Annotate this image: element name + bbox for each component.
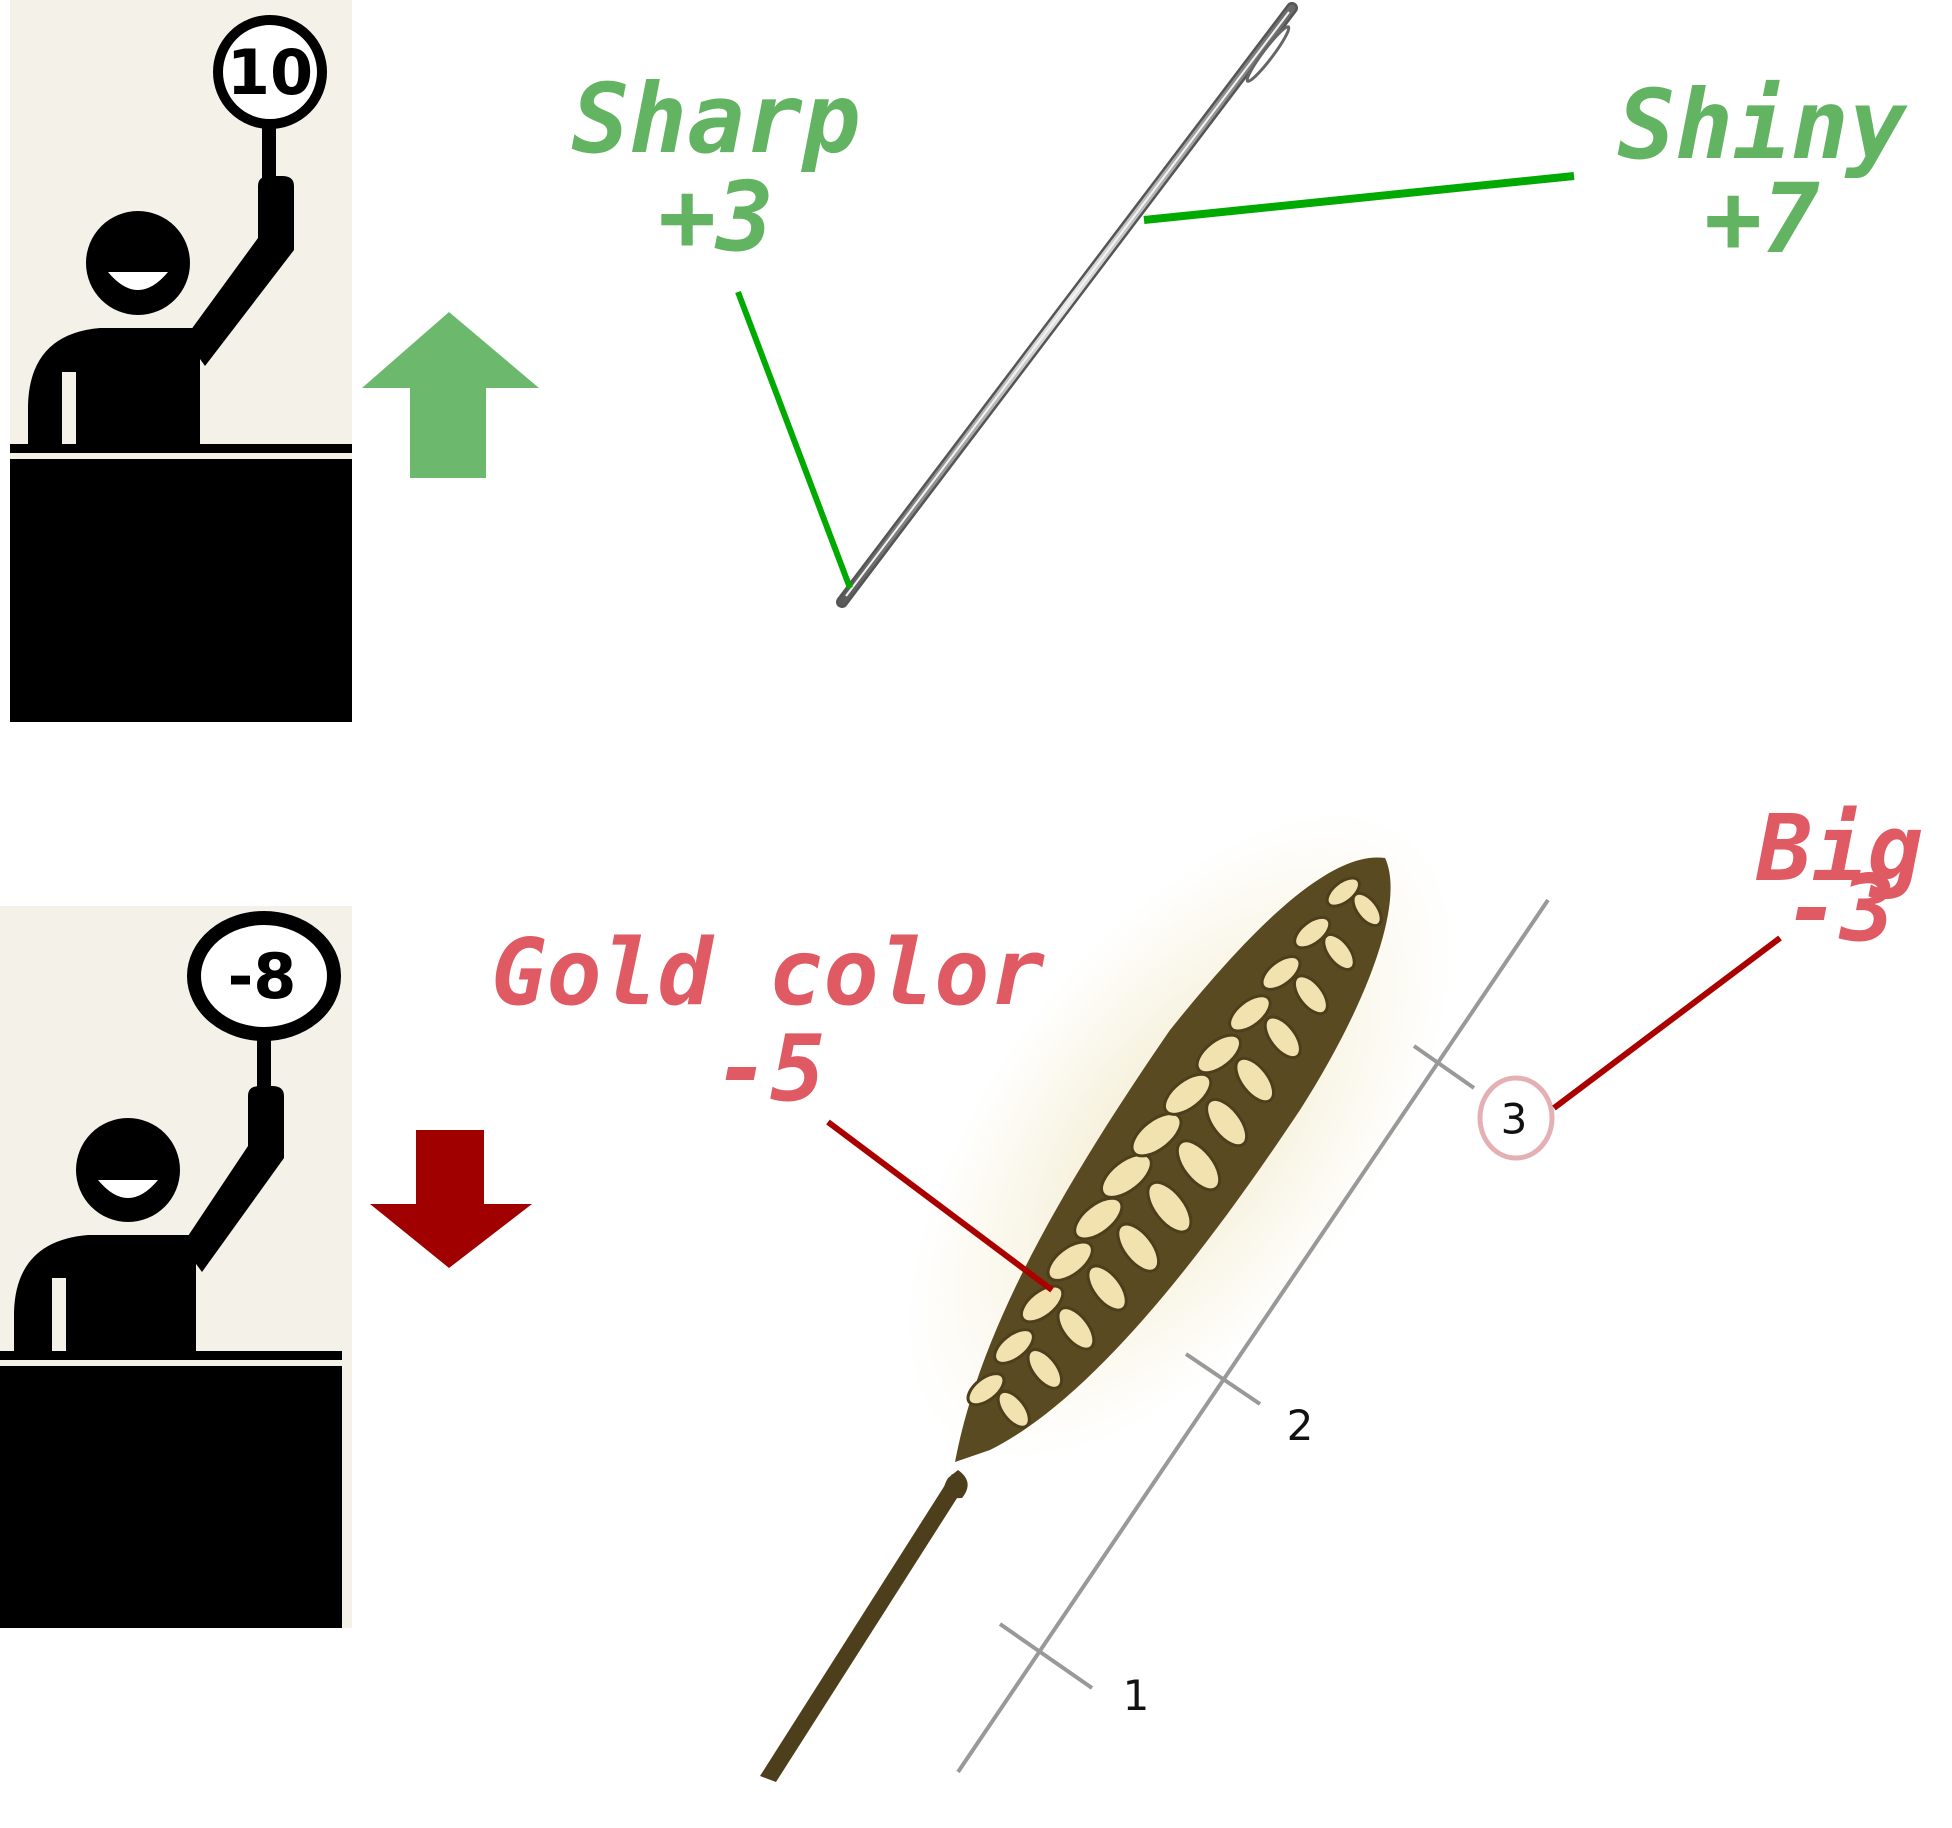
wheat-grain — [1263, 1015, 1302, 1060]
wheat-grain — [1195, 1033, 1243, 1075]
wheat-grain — [1073, 1196, 1124, 1241]
wheat-grain — [1056, 1306, 1096, 1351]
wheat-grain — [1116, 1222, 1161, 1273]
big-leader-line — [1552, 935, 1782, 1111]
down-arrow-icon — [370, 1130, 532, 1268]
ruler-tick-label: 3 — [1501, 1095, 1528, 1144]
wheat-grain — [1046, 1240, 1094, 1282]
gold-color-leader-line — [826, 1119, 1054, 1293]
wheat-grain — [1322, 932, 1356, 972]
ruler-line — [956, 898, 1550, 1774]
score-text: 10 — [227, 36, 313, 109]
feature-value: -5 — [715, 1015, 826, 1122]
wheat-grain — [1351, 891, 1383, 928]
up-arrow-icon — [362, 312, 539, 478]
judge-panel-bottom: -8 — [0, 906, 352, 1628]
ruler-tick-label: 1 — [1123, 1671, 1150, 1720]
wheat-grain — [966, 1372, 1006, 1407]
wheat-grain — [1162, 1072, 1213, 1116]
score-text: -8 — [228, 940, 297, 1013]
wheat-grain — [996, 1389, 1031, 1429]
wheat-grain — [1234, 1056, 1275, 1104]
wheat-grain — [1205, 1097, 1249, 1148]
feature-name: Shiny — [1618, 69, 1908, 181]
wheat-grain — [1228, 994, 1272, 1033]
judge-figure-icon — [0, 1030, 342, 1628]
feature-name: Big — [1756, 795, 1923, 902]
size-ruler: 1 2 3 — [956, 898, 1555, 1774]
gold-color-label: Gold color -5 — [491, 919, 1045, 1122]
wheat-grain — [1100, 1152, 1153, 1199]
wheat-grain — [1019, 1284, 1065, 1324]
highlight-circle — [1477, 1075, 1555, 1161]
shiny-leader-line — [1143, 172, 1575, 224]
needle-icon — [836, 2, 1298, 608]
shiny-label: Shiny +7 — [1618, 69, 1908, 275]
ruler-tick — [1412, 1044, 1476, 1090]
sharp-leader-line — [735, 290, 853, 590]
wheat-grain — [1086, 1264, 1128, 1312]
wheat-grain — [1130, 1112, 1183, 1158]
wheat-grain — [1175, 1139, 1222, 1192]
wheat-grain — [1293, 915, 1332, 950]
ruler-tick-label: 2 — [1287, 1401, 1314, 1450]
wheat-grain — [1146, 1180, 1193, 1234]
wheat-grain — [1260, 955, 1302, 991]
feature-value: -3 — [1785, 855, 1896, 962]
score-paddle-minus-8: -8 — [187, 911, 341, 1041]
wheat-grains — [966, 876, 1383, 1429]
score-paddle-10: 10 — [213, 15, 327, 129]
feature-value: +3 — [658, 161, 774, 273]
big-label: Big -3 — [1756, 795, 1923, 962]
wheat-grain — [993, 1328, 1035, 1365]
judge-panel-top: 10 — [10, 0, 352, 722]
feature-value: +7 — [1704, 163, 1820, 275]
wheat-grain — [1292, 974, 1329, 1016]
wheat-grain — [1325, 876, 1361, 908]
feature-name: Gold color — [491, 919, 1045, 1026]
feature-name: Sharp — [572, 63, 861, 175]
wheat-ear-icon — [760, 811, 1455, 1782]
ruler-tick — [1184, 1352, 1262, 1406]
sharp-label: Sharp +3 — [572, 63, 861, 273]
ruler-tick — [998, 1622, 1094, 1690]
wheat-grain — [1026, 1348, 1064, 1390]
